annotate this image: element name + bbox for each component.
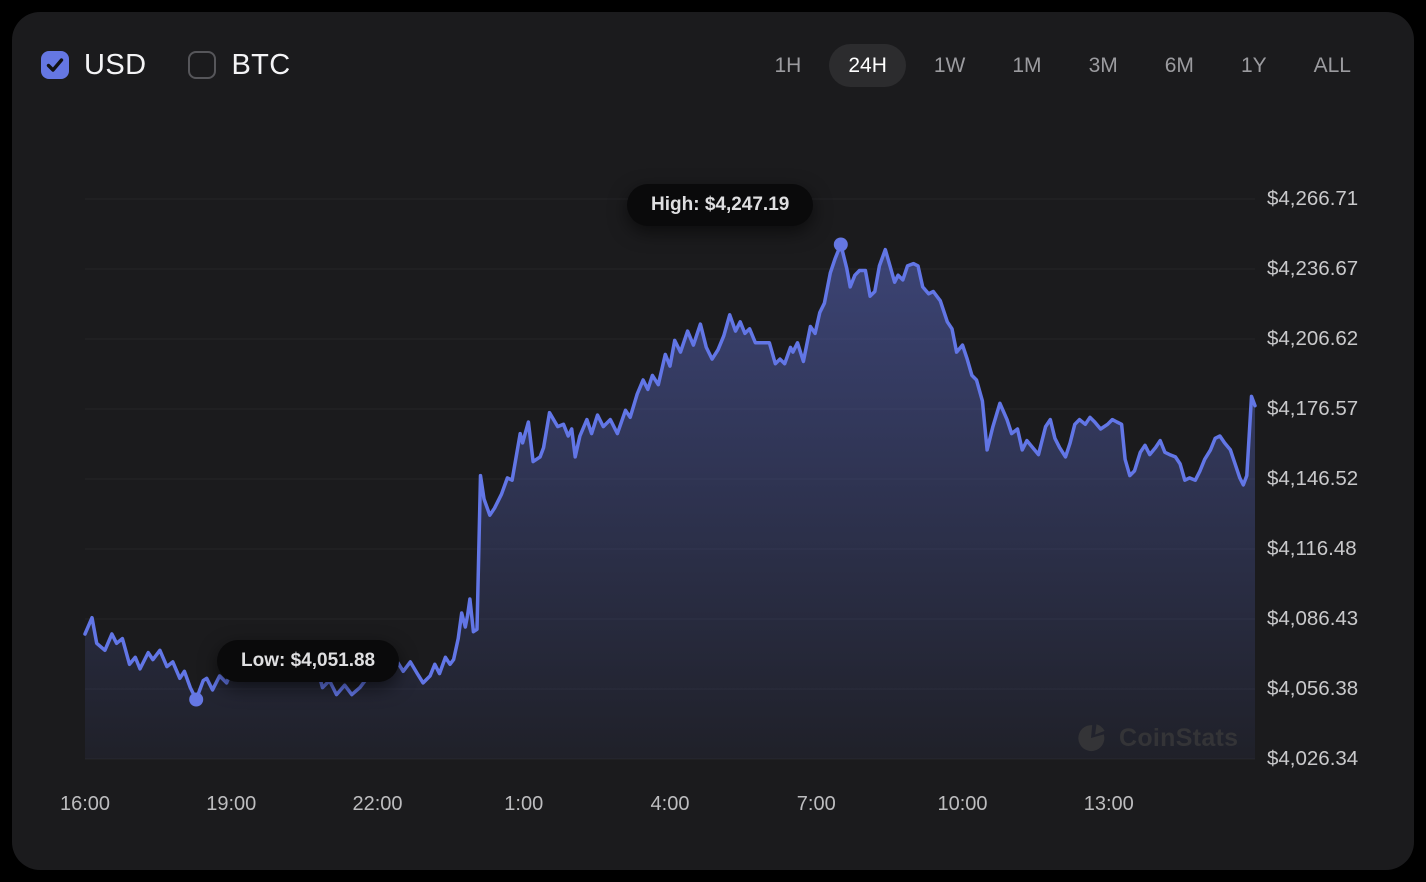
range-button-24h[interactable]: 24H [829,43,906,87]
y-axis-label: $4,266.71 [1267,187,1359,210]
usd-label: USD [84,48,147,81]
y-axis-label: $4,206.62 [1267,327,1359,350]
x-axis-label: 4:00 [650,793,690,815]
y-axis-label: $4,116.48 [1267,537,1357,560]
pie-chart-logo-icon [1078,724,1105,752]
range-button-1w[interactable]: 1W [915,44,985,87]
extreme-point-dots [189,237,848,707]
chart-card: USD BTC 1H 24H 1W 1M 3M 6M 1Y ALL $4,266.71 $4,2… [12,12,1414,870]
x-axis-label: 7:00 [796,793,836,815]
time-range-selector: 1H 24H 1W 1M 3M 6M 1Y ALL [755,43,1370,87]
x-axis-label: 22:00 [352,793,403,815]
low-tooltip-text: Low: $4,051.88 [241,650,376,671]
high-tooltip: High: $4,247.19 [627,184,814,226]
x-axis-label: 10:00 [937,793,988,815]
high-point-dot [833,237,848,252]
price-area-fill [85,244,1255,759]
range-button-6m[interactable]: 6M [1146,44,1213,87]
y-axis-label: $4,086.43 [1267,607,1359,630]
y-axis-label: $4,176.57 [1267,397,1359,420]
x-axis-label: 19:00 [206,793,257,815]
range-button-1y[interactable]: 1Y [1222,44,1286,87]
currency-toggles: USD BTC [41,49,291,82]
range-button-1m[interactable]: 1M [993,44,1060,87]
range-button-3m[interactable]: 3M [1070,44,1137,87]
range-button-all[interactable]: ALL [1295,44,1370,87]
btc-toggle[interactable]: BTC [188,49,290,82]
x-axis-label: 13:00 [1083,793,1134,815]
usd-checkbox[interactable] [41,51,69,79]
usd-toggle[interactable]: USD [41,49,146,82]
range-button-1h[interactable]: 1H [755,44,820,87]
chart-header: USD BTC 1H 24H 1W 1M 3M 6M 1Y ALL [12,12,1414,118]
low-point-dot [189,692,204,707]
x-axis-label: 1:00 [504,793,544,815]
coinstats-watermark: CoinStats [1075,722,1238,754]
watermark-label: CoinStats [1119,723,1239,752]
btc-checkbox[interactable] [188,51,217,79]
y-axis-label: $4,146.52 [1267,467,1359,490]
low-tooltip: Low: $4,051.88 [217,640,400,682]
high-tooltip-text: High: $4,247.19 [651,194,790,215]
x-axis-label: 16:00 [59,793,111,815]
checkmark-icon [46,58,64,72]
y-axis-label: $4,056.38 [1267,677,1359,700]
btc-label: BTC [231,48,291,81]
y-axis-label: $4,236.67 [1267,257,1359,280]
y-axis-label: $4,026.34 [1267,747,1359,770]
